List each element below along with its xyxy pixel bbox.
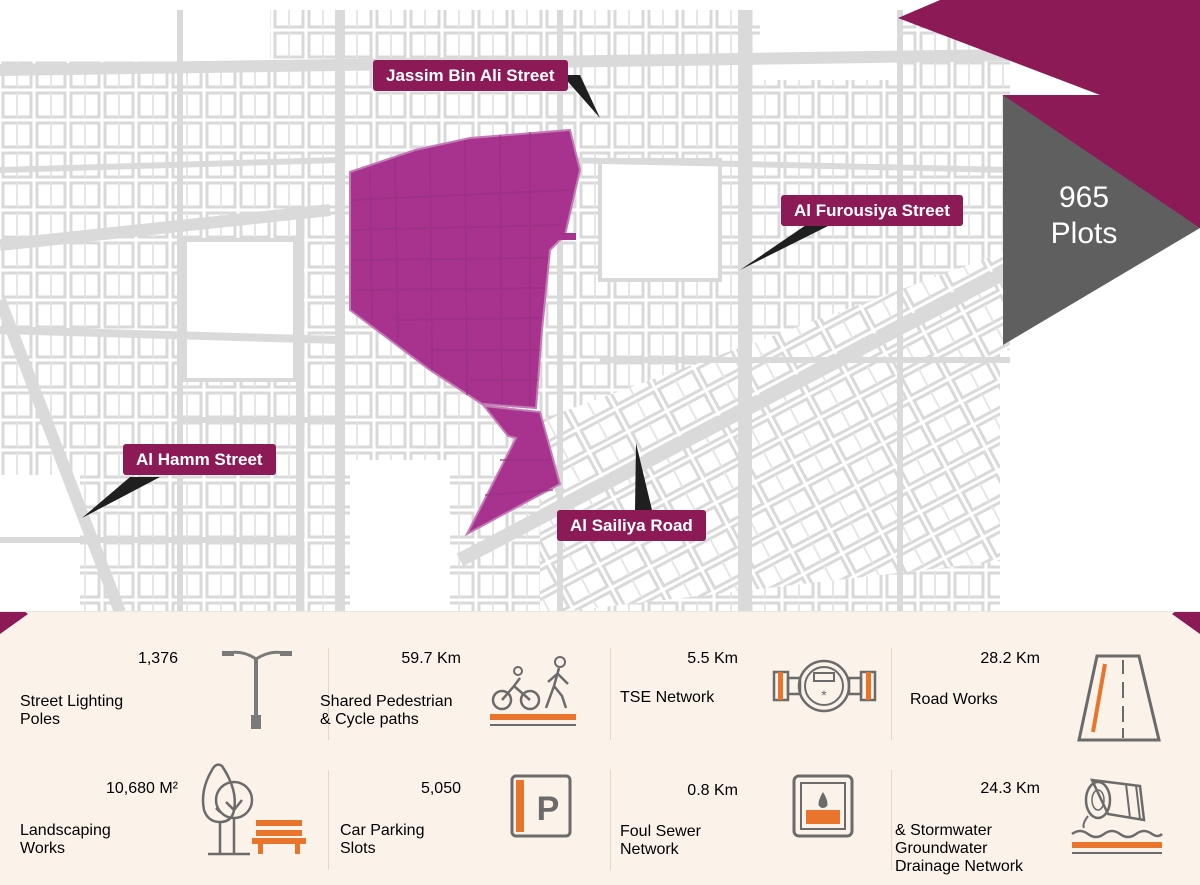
plots-label: Plots [1050,217,1118,250]
plots-number: 965 [1058,181,1110,214]
stat-label: Shared Pedestrian & Cycle paths [320,693,453,728]
plots-count: 965 Plots [1036,180,1132,252]
statistics-panel: 1,376 Street Lighting Poles 59.7 Km Share… [0,612,1200,885]
drainage-pipe-icon [1071,778,1163,854]
al-sailiya-road-label: Al Sailiya Road [557,510,706,542]
stat-value: 5.5 Km [687,650,738,667]
district-map: Jassim Bin Ali Street Al Furousiya Stree… [0,0,1200,612]
stat-value: 28.2 Km [980,650,1040,667]
divider [891,770,892,870]
stat-label: Road Works [910,691,998,708]
svg-text:P: P [537,790,560,828]
divider [328,648,329,740]
sewer-icon [792,774,854,838]
jassim-pointer [562,75,600,118]
parking-icon: P [510,774,572,838]
stat-label: Car Parking Slots [340,822,425,857]
stat-value: 10,680 M² [105,780,178,797]
divider [610,648,611,740]
stat-label: Foul Sewer Network [620,823,701,858]
stat-value: 0.8 Km [687,782,738,799]
al-hamm-street-label: Al Hamm Street [123,444,276,476]
al-furousiya-street-label: Al Furousiya Street [781,195,963,227]
street-light-icon [222,650,292,729]
divider [891,648,892,740]
water-meter-icon: * [772,659,877,713]
street-grid [0,0,1200,612]
district-boundary [349,128,582,537]
sailiya-pointer [635,443,652,510]
stat-label: Street Lighting Poles [20,693,124,728]
stat-value: 1,376 [137,650,178,667]
cycle-pedestrian-icon [490,656,576,726]
furousiya-pointer [740,225,830,270]
jassim-bin-ali-street-label: Jassim Bin Ali Street [373,60,568,92]
stat-label: Landscaping Works [20,822,111,857]
stat-value: 5,050 [420,780,461,797]
road-icon [1077,654,1161,742]
stat-value: 59.7 Km [401,650,461,667]
stat-label: & Stormwater Groundwater Drainage Network [895,822,1024,875]
svg-text:*: * [821,687,827,703]
divider [610,770,611,870]
hamm-pointer [82,477,160,518]
stat-label: TSE Network [620,689,715,706]
tree-bench-icon [201,763,306,856]
panel-edges [0,612,1200,634]
divider [328,770,329,870]
corner-ribbon [898,0,1200,95]
stat-value: 24.3 Km [980,780,1040,797]
